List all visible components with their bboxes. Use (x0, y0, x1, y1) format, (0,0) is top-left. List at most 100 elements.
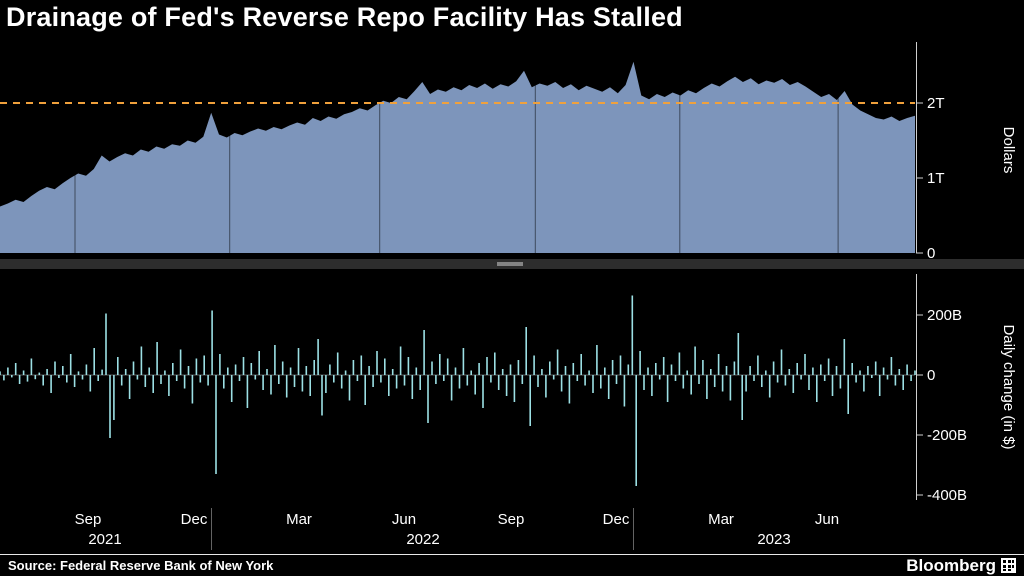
bar (827, 358, 830, 375)
bar (14, 363, 17, 375)
bar (580, 354, 582, 375)
bar (62, 366, 64, 375)
bar (772, 361, 775, 375)
panel-divider-handle[interactable] (497, 262, 523, 266)
bar (537, 375, 539, 387)
bar (66, 375, 68, 383)
source-note: Source: Federal Reserve Bank of New York (8, 558, 274, 573)
bar (340, 375, 343, 389)
bar (156, 342, 158, 375)
bar (757, 355, 759, 375)
bar (568, 375, 571, 404)
bloomberg-wordmark: Bloomberg (906, 555, 996, 575)
bar (686, 370, 688, 375)
bar (73, 375, 76, 387)
panel-divider (0, 259, 1024, 269)
bar (627, 364, 630, 375)
y-axis-tick-label: 1T (927, 170, 945, 187)
bar (596, 345, 598, 375)
bar (482, 375, 484, 408)
bar (352, 360, 355, 375)
bar (403, 375, 406, 386)
bar (611, 360, 614, 375)
y-axis-tick-label: 0 (927, 367, 935, 384)
bar (336, 352, 339, 375)
bar (717, 354, 720, 375)
x-tick-label-dec: Dec (602, 511, 630, 528)
bar (11, 375, 13, 378)
bar (490, 375, 492, 383)
year-separator-tick (633, 508, 634, 550)
bar (753, 375, 755, 381)
bar (368, 366, 370, 375)
bar (478, 363, 480, 375)
bar (230, 375, 233, 402)
bar (313, 360, 315, 375)
bar (584, 375, 586, 386)
bar (329, 364, 331, 375)
x-tick-label-sep: Sep (497, 511, 525, 528)
y-axis-tick-label: 200B (927, 307, 962, 324)
y-axis-title-dollars: Dollars (1000, 127, 1017, 174)
bar (450, 375, 453, 401)
bar (513, 375, 516, 402)
bar (376, 351, 378, 375)
bar (262, 375, 264, 390)
bar (639, 351, 641, 375)
bar (54, 361, 56, 375)
bar (549, 361, 551, 375)
bar (721, 375, 724, 392)
bar (203, 355, 205, 375)
bar (101, 369, 103, 375)
bar (831, 375, 834, 396)
bar (423, 330, 425, 375)
bar (391, 369, 394, 375)
bar (160, 375, 162, 384)
bar (439, 354, 441, 375)
bar (835, 366, 838, 375)
bar (533, 355, 535, 375)
bar (780, 349, 783, 375)
bar (344, 370, 347, 375)
bloomberg-logo-mark-icon (1001, 558, 1016, 573)
footer-bar: Source: Federal Reserve Bank of New York… (0, 554, 1024, 576)
bar (521, 375, 524, 384)
bar (651, 375, 653, 396)
bar (729, 375, 732, 401)
bar (446, 358, 449, 375)
bar (678, 352, 681, 375)
bar (305, 366, 308, 375)
bar (890, 357, 893, 375)
bar (207, 375, 209, 386)
bar (655, 363, 657, 375)
bar (380, 375, 382, 383)
bar (509, 364, 512, 375)
bar (631, 295, 634, 375)
bar (761, 375, 763, 387)
bar (564, 366, 567, 375)
bar (34, 375, 37, 380)
year-label-2022: 2022 (406, 531, 440, 548)
bar (407, 357, 410, 375)
bar (914, 370, 916, 375)
bar (415, 367, 418, 375)
bar (266, 369, 268, 375)
bar (42, 375, 44, 386)
bar (812, 367, 814, 375)
bar (541, 369, 543, 375)
bar (874, 361, 877, 375)
bar (3, 375, 5, 381)
bar (270, 375, 272, 395)
bar (399, 346, 402, 375)
x-tick-label-dec: Dec (180, 511, 208, 528)
chart-title: Drainage of Fed's Reverse Repo Facility … (6, 2, 683, 32)
bar (258, 351, 260, 375)
bar (733, 361, 736, 375)
bar (666, 375, 669, 402)
bar (274, 345, 276, 375)
bar (7, 367, 9, 375)
bar (505, 375, 508, 396)
bar (427, 375, 429, 423)
bar (164, 370, 166, 375)
bar (281, 361, 284, 375)
